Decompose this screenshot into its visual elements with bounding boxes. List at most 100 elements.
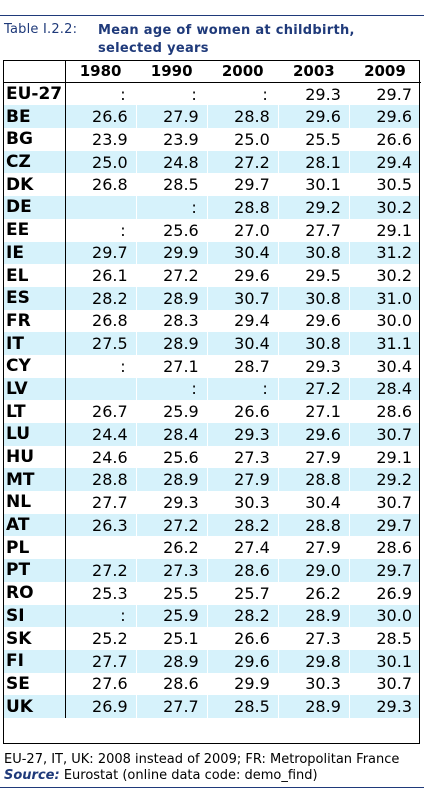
value-cell: 26.1	[65, 264, 137, 287]
country-code: MT	[3, 468, 66, 492]
data-table: 1980 1990 2000 2003 2009 EU-27:::29.3 29.…	[3, 60, 422, 718]
country-code: FI	[3, 649, 66, 673]
header-row: 1980 1990 2000 2003 2009	[3, 60, 422, 84]
value-cell: 25.6	[136, 218, 208, 242]
table-row: SE 27.6 28.6 29.9 30.3 30.7	[3, 672, 422, 696]
value-cell: 26.6	[65, 105, 137, 129]
country-code: DE	[3, 196, 66, 219]
value-cell: 29.9	[207, 672, 279, 696]
table-caption: Table I.2.2: Mean age of women at childb…	[4, 20, 424, 60]
value-cell: 29.7	[207, 173, 279, 197]
value-cell: 27.2	[136, 513, 208, 537]
country-code: SK	[3, 627, 66, 650]
value-cell: 30.8	[278, 286, 350, 310]
value-cell: 25.6	[136, 445, 208, 469]
source-text: Eurostat (online data code: demo_find)	[59, 768, 318, 783]
value-cell: 26.3	[65, 513, 137, 537]
country-code: CZ	[3, 150, 66, 174]
value-cell: 27.4	[207, 536, 279, 560]
value-cell: 26.6	[207, 627, 279, 650]
value-cell: 29.5	[278, 264, 350, 287]
value-cell: 29.6	[278, 423, 350, 446]
value-cell: 27.2	[65, 559, 137, 582]
table-row: EE:25.6 27.0 27.7 29.1	[3, 218, 422, 242]
country-code: DK	[3, 173, 66, 197]
table-row: CZ 25.0 24.8 27.2 28.1 29.4	[3, 150, 422, 174]
value-cell: 30.8	[278, 241, 350, 265]
table-row: PT 27.2 27.3 28.6 29.0 29.7	[3, 559, 422, 582]
country-code: SI	[3, 604, 66, 628]
value-cell: 26.2	[136, 536, 208, 560]
value-cell: 30.4	[207, 241, 279, 265]
value-cell: 27.7	[278, 218, 350, 242]
value-cell: 29.4	[207, 309, 279, 333]
country-code: EU-27	[3, 82, 66, 106]
country-code: LV	[3, 377, 66, 401]
country-code: FR	[3, 309, 66, 333]
country-code: BG	[3, 128, 66, 151]
table-row: DE:28.8 29.2 30.2	[3, 196, 422, 219]
column-header: 2000	[207, 60, 279, 84]
value-cell: :	[65, 604, 137, 628]
table-number: Table I.2.2:	[4, 22, 78, 37]
value-cell	[65, 196, 137, 219]
table-row: EL 26.1 27.2 29.6 29.5 30.2	[3, 264, 422, 287]
value-cell	[65, 377, 137, 401]
country-code: SE	[3, 672, 66, 696]
country-code: EL	[3, 264, 66, 287]
value-cell: 30.5	[349, 173, 422, 197]
table-row: BE 26.6 27.9 28.8 29.6 29.6	[3, 105, 422, 129]
value-cell: 27.9	[207, 468, 279, 492]
value-cell: 28.8	[278, 468, 350, 492]
value-cell: 29.9	[136, 241, 208, 265]
value-cell: 25.9	[136, 400, 208, 423]
value-cell: 29.2	[278, 196, 350, 219]
table-row: SK 25.2 25.1 26.6 27.3 28.5	[3, 627, 422, 650]
country-code: UK	[3, 695, 66, 718]
value-cell: 29.2	[349, 468, 422, 492]
value-cell: 30.7	[207, 286, 279, 310]
value-cell: 26.7	[65, 400, 137, 423]
column-header: 2003	[278, 60, 350, 84]
value-cell: :	[136, 196, 208, 219]
value-cell: 30.1	[278, 173, 350, 197]
value-cell: 28.2	[207, 604, 279, 628]
value-cell: 30.7	[349, 423, 422, 446]
table-row: ES 28.2 28.9 30.7 30.8 31.0	[3, 286, 422, 310]
value-cell: 26.6	[349, 128, 422, 151]
value-cell: 28.9	[136, 332, 208, 355]
value-cell: 29.7	[65, 241, 137, 265]
table-row: LU 24.4 28.4 29.3 29.6 30.7	[3, 423, 422, 446]
value-cell: 29.3	[136, 491, 208, 514]
value-cell: 29.3	[278, 354, 350, 378]
value-cell: 24.6	[65, 445, 137, 469]
value-cell: 23.9	[136, 128, 208, 151]
value-cell: 24.8	[136, 150, 208, 174]
value-cell: 28.6	[207, 559, 279, 582]
value-cell: 28.6	[349, 536, 422, 560]
value-cell: 29.6	[207, 264, 279, 287]
value-cell: 28.2	[207, 513, 279, 537]
table-row: NL 27.7 29.3 30.3 30.4 30.7	[3, 491, 422, 514]
table-row: DK 26.8 28.5 29.7 30.1 30.5	[3, 173, 422, 197]
value-cell: 27.9	[278, 445, 350, 469]
value-cell: :	[207, 82, 279, 106]
value-cell: 28.8	[65, 468, 137, 492]
value-cell: 28.9	[136, 286, 208, 310]
value-cell: 28.9	[278, 695, 350, 718]
country-code: BE	[3, 105, 66, 129]
value-cell: 29.6	[207, 649, 279, 673]
country-code: CY	[3, 354, 66, 378]
value-cell: 30.0	[349, 604, 422, 628]
value-cell: 31.1	[349, 332, 422, 355]
country-code: IT	[3, 332, 66, 355]
value-cell: 30.2	[349, 196, 422, 219]
table-row: IT 27.5 28.9 30.4 30.8 31.1	[3, 332, 422, 355]
value-cell: 28.2	[65, 286, 137, 310]
table-row: BG 23.9 23.9 25.0 25.5 26.6	[3, 128, 422, 151]
value-cell: 25.0	[65, 150, 137, 174]
value-cell: 29.7	[349, 559, 422, 582]
footnote: EU-27, IT, UK: 2008 instead of 2009; FR:…	[4, 752, 400, 767]
value-cell: 27.3	[278, 627, 350, 650]
